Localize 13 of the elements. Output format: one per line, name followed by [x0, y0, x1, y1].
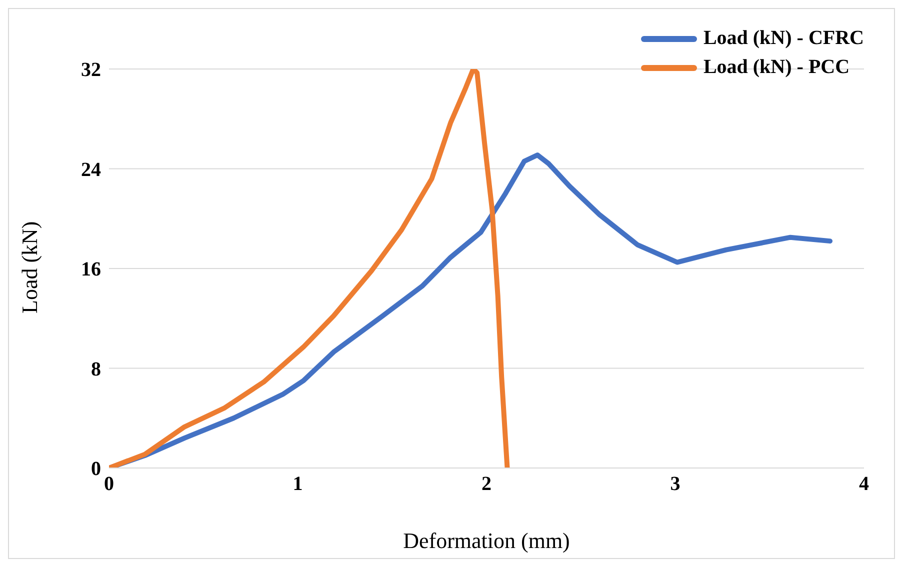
x-tick-label: 1	[292, 473, 303, 496]
legend-label: Load (kN) - CFRC	[703, 27, 864, 50]
x-tick-label: 3	[670, 473, 680, 496]
y-tick-label: 0	[91, 458, 101, 480]
y-axis-title: Load (kN)	[16, 221, 42, 314]
legend-label: Load (kN) - PCC	[703, 56, 850, 79]
y-tick-label: 24	[81, 158, 101, 181]
y-tick-label: 16	[81, 258, 101, 281]
y-tick-label: 8	[91, 358, 101, 380]
y-tick-label: 32	[81, 59, 101, 82]
x-tick-label: 4	[859, 473, 869, 496]
x-axis-title: Deformation (mm)	[403, 528, 570, 553]
x-tick-label: 2	[482, 473, 492, 496]
